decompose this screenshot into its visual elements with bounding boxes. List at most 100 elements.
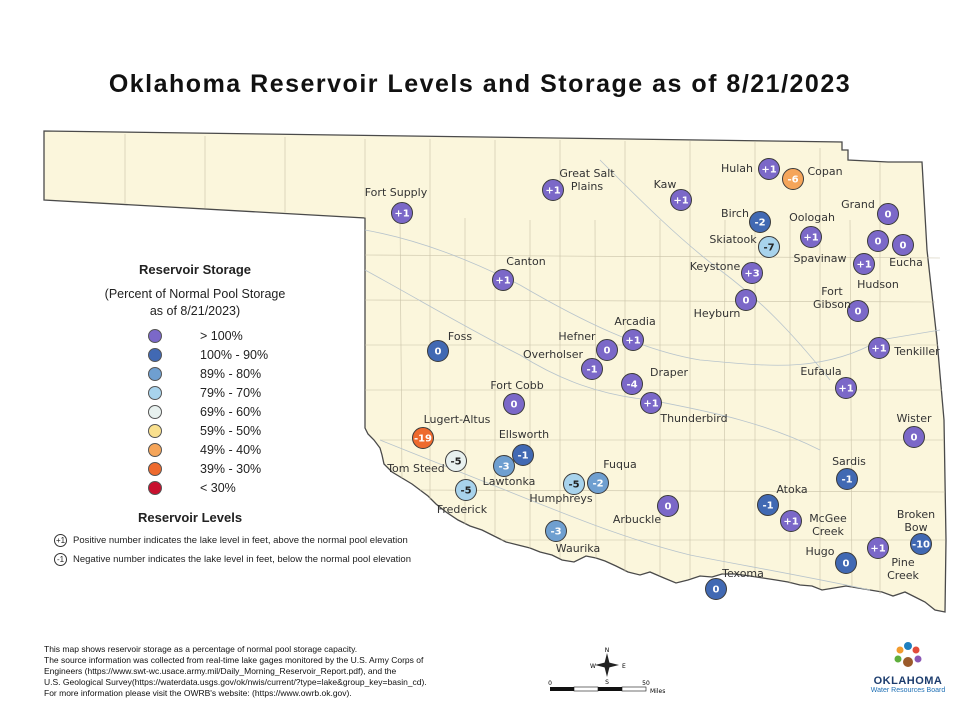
legend-title: Reservoir Storage <box>139 262 251 277</box>
reservoir-marker[interactable]: 0 Hefner <box>558 330 618 361</box>
positive-level-text: Positive number indicates the lake level… <box>73 535 408 547</box>
reservoir-marker[interactable]: -1 Ellsworth <box>499 428 549 466</box>
reservoir-level: +1 <box>495 276 510 287</box>
reservoir-marker[interactable]: 0 Eucha <box>889 234 923 270</box>
reservoir-level: 0 <box>843 559 850 570</box>
legend-class-label: > 100% <box>200 329 243 343</box>
reservoir-marker[interactable]: -19 Lugert-Altus <box>412 413 491 449</box>
compass-rose-icon: N S E W <box>590 647 626 686</box>
source-notes: This map shows reservoir storage as a pe… <box>44 644 484 699</box>
reservoir-level: 0 <box>511 400 518 411</box>
reservoir-marker[interactable]: -6 Copan <box>782 165 843 190</box>
reservoir-marker[interactable]: -7 Skiatook <box>709 233 780 258</box>
reservoir-dot <box>621 373 643 395</box>
reservoir-name: Hudson <box>857 278 899 291</box>
reservoir-level: +1 <box>643 399 658 410</box>
reservoir-marker[interactable]: -3 Lawtonka <box>483 455 536 489</box>
reservoir-name: Spavinaw <box>794 252 847 265</box>
reservoir-name: Pine <box>891 556 914 569</box>
reservoir-name: Arcadia <box>614 315 655 328</box>
legend-class: 79% - 70% <box>95 384 315 403</box>
reservoir-marker[interactable]: 0 Wister <box>896 412 932 448</box>
negative-level-icon: -1 <box>54 553 67 566</box>
reservoir-marker[interactable]: +1 Hudson <box>853 253 899 292</box>
reservoir-name: Eufaula <box>800 365 841 378</box>
reservoir-name: Keystone <box>690 260 741 273</box>
reservoir-level: -7 <box>763 243 774 254</box>
reservoir-level: 0 <box>885 210 892 221</box>
map-title: Oklahoma Reservoir Levels and Storage as… <box>108 70 852 98</box>
reservoir-dot <box>877 203 899 225</box>
reservoir-dot <box>670 189 692 211</box>
reservoir-dot <box>847 300 869 322</box>
reservoir-marker[interactable]: +1 Tenkiller <box>868 337 941 359</box>
reservoir-name: Foss <box>448 330 472 343</box>
reservoir-name: Texoma <box>721 567 764 580</box>
reservoir-dot <box>412 427 434 449</box>
reservoir-level: -19 <box>414 434 432 445</box>
reservoir-dot <box>657 495 679 517</box>
reservoir-dot <box>735 289 757 311</box>
reservoir-dot <box>391 202 413 224</box>
reservoir-marker[interactable]: 0 Fort Cobb <box>490 379 544 415</box>
reservoir-name: Copan <box>807 165 842 178</box>
reservoir-marker[interactable]: 0 Hugo <box>806 545 857 574</box>
reservoir-dot <box>903 426 925 448</box>
reservoir-name: Atoka <box>776 483 807 496</box>
reservoir-name: Eucha <box>889 256 923 269</box>
reservoir-name: Kaw <box>654 178 677 191</box>
reservoir-level: 0 <box>713 585 720 596</box>
reservoir-marker[interactable]: +1 Oologah <box>789 211 835 248</box>
reservoir-dot <box>640 392 662 414</box>
reservoir-marker[interactable]: +1 Hulah <box>721 158 780 180</box>
scale-unit: Miles <box>650 688 665 695</box>
reservoir-marker[interactable]: -2 Birch <box>721 207 771 233</box>
reservoir-level: -4 <box>626 380 637 391</box>
reservoir-marker[interactable]: 0 Grand <box>841 198 899 225</box>
reservoir-marker[interactable]: +1 Eufaula <box>800 365 857 399</box>
reservoir-dot <box>587 472 609 494</box>
brand-tagline: Water Resources Board <box>870 687 946 694</box>
legend-class: 49% - 40% <box>95 441 315 460</box>
reservoir-dot <box>868 337 890 359</box>
reservoir-marker[interactable]: 0 Arbuckle <box>613 495 679 527</box>
reservoir-level: -5 <box>450 457 461 468</box>
reservoir-level: -10 <box>912 540 930 551</box>
reservoir-marker[interactable]: 0 Foss <box>427 330 473 362</box>
reservoir-name: Great Salt <box>559 167 615 180</box>
reservoir-marker[interactable]: 0 Spavinaw <box>794 230 889 266</box>
reservoir-marker[interactable]: +1 Fort Supply <box>365 186 428 224</box>
reservoir-marker[interactable]: +1 Canton <box>492 255 546 291</box>
reservoir-level: +1 <box>783 517 798 528</box>
reservoir-name: McGee <box>809 512 847 525</box>
reservoir-marker[interactable]: -5 Tom Steed <box>386 450 467 476</box>
legend-swatch <box>148 367 162 381</box>
reservoir-name: Fort Supply <box>365 186 428 199</box>
reservoir-level: 0 <box>911 433 918 444</box>
reservoir-marker[interactable]: +1 Arcadia <box>614 315 656 351</box>
reservoir-name: Birch <box>721 207 749 220</box>
reservoir-marker[interactable]: -4 Draper <box>621 366 689 395</box>
owrb-logo-icon <box>894 642 922 667</box>
reservoir-dot <box>542 179 564 201</box>
reservoir-marker[interactable]: -1 Sardis <box>832 455 866 490</box>
reservoir-marker[interactable]: -5 Frederick <box>437 479 488 517</box>
reservoir-marker[interactable]: +1 Kaw <box>654 178 692 211</box>
reservoir-marker[interactable]: -3 Waurika <box>545 520 601 556</box>
reservoir-dot <box>427 340 449 362</box>
reservoir-level: 0 <box>900 241 907 252</box>
reservoir-dot <box>445 450 467 472</box>
